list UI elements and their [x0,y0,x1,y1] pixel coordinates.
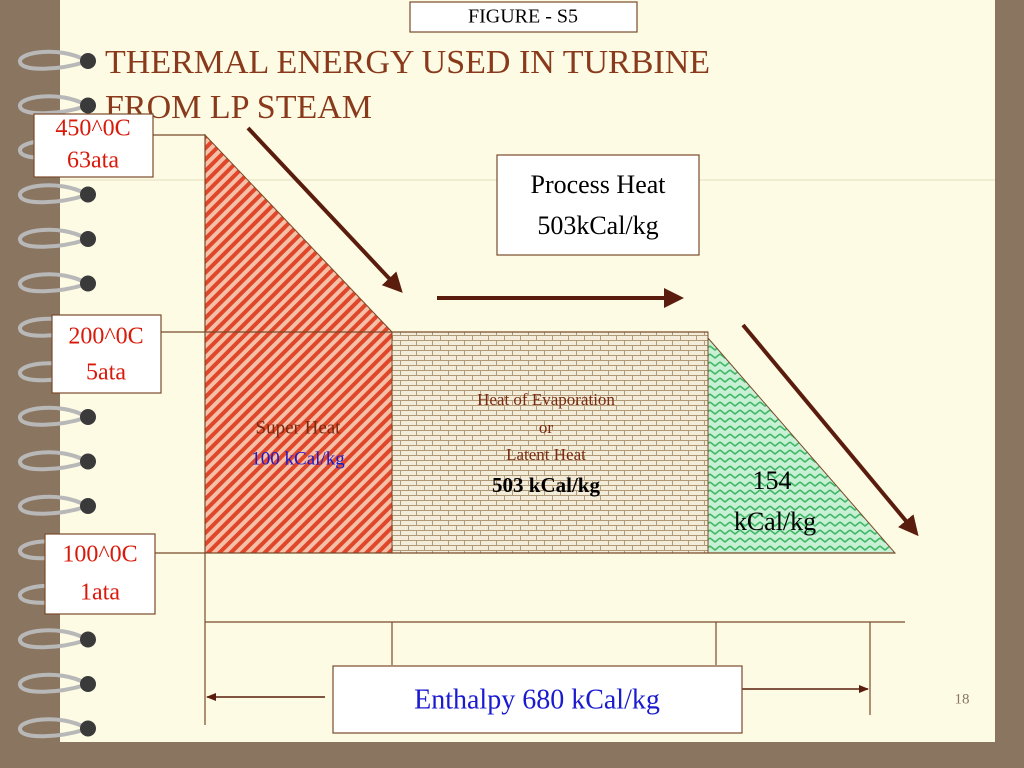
sensible-heat-value: 154 [753,466,792,495]
level-box [51,314,162,394]
binder-ring [80,676,96,692]
binder-ring [18,49,86,71]
binder-ring [18,94,86,116]
evaporation-region [391,331,709,554]
arrow [741,323,919,537]
level-box [44,533,156,615]
arrow [246,126,403,293]
enthalpy-box [332,665,743,734]
binder-ring [80,498,96,514]
binder-ring [18,494,86,516]
binder-ring [80,231,96,247]
binder-ring [18,272,86,294]
process-heat-value: 503kCal/kg [537,211,658,240]
binder-ring [80,720,96,737]
sensible-heat-unit: kCal/kg [734,507,816,536]
binder-ring [18,717,86,739]
evaporation-label: Heat of Evaporation [477,390,615,409]
binder-ring [18,227,86,249]
pressure: 5ata [86,360,126,386]
evaporation-value: 503 kCal/kg [492,473,600,497]
page-number: 18 [955,691,970,707]
binder-ring [80,53,96,69]
binder-ring [18,450,86,472]
process-heat-box [496,154,700,256]
pressure: 63ata [67,148,119,174]
binder-ring [80,631,96,648]
binder-ring [80,97,96,114]
super-heat-label: Super Heat [256,417,342,438]
figure-label-box [409,1,638,33]
process-heat-label: Process Heat [530,170,666,199]
level-box [33,113,154,178]
super-heat-value: 100 kCal/kg [251,448,345,469]
title-line: THERMAL ENERGY USED IN TURBINE [105,44,710,81]
temperature: 200^0C [68,324,143,350]
binder-ring [80,275,96,292]
enthalpy-label: Enthalpy 680 kCal/kg [414,684,660,715]
temperature: 100^0C [62,542,137,568]
temperature: 450^0C [55,116,130,142]
pressure: 1ata [80,580,120,606]
binder-ring [80,453,96,470]
binder-ring [18,672,86,694]
evaporation-label: Latent Heat [506,445,586,464]
binder-ring [80,409,96,425]
binder-ring [18,628,86,650]
figure-label: FIGURE - S5 [468,6,578,28]
binder-ring [80,186,96,203]
binder-ring [18,405,86,427]
binder-ring [18,183,86,205]
evaporation-label: or [539,418,554,437]
axis-lines [153,134,905,725]
